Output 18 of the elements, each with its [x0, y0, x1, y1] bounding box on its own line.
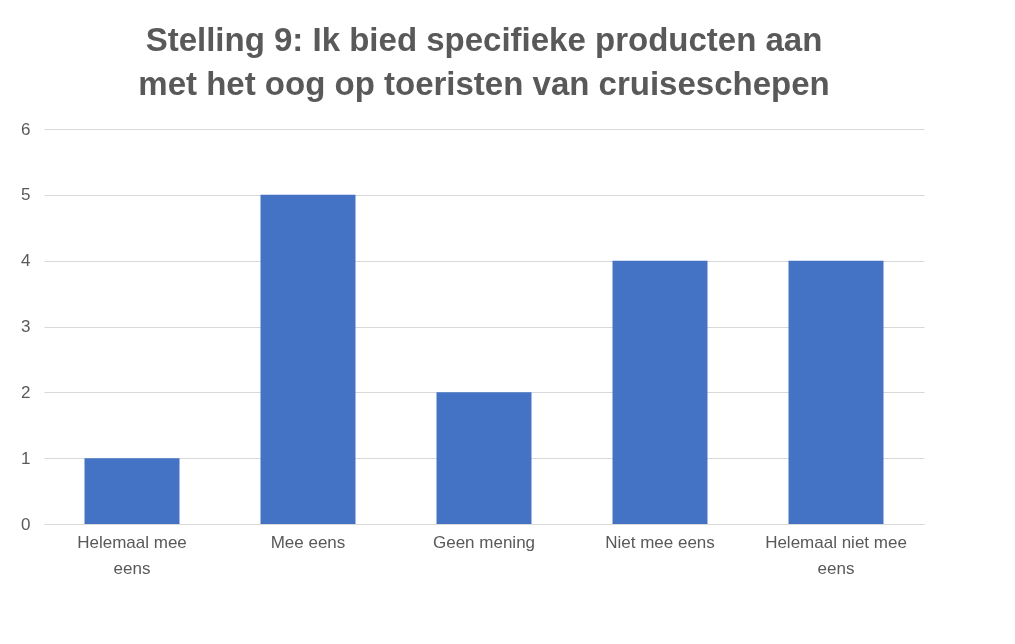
bar	[84, 458, 180, 524]
chart-title: Stelling 9: Ik bied specifieke producten aan met het oog op toeristen van cruiseschepen	[138, 21, 830, 102]
bar	[260, 194, 356, 524]
y-tick-label: 4	[21, 251, 31, 271]
x-tick-label: Niet mee eens	[605, 532, 715, 552]
y-tick-label: 3	[21, 317, 31, 336]
x-tick-label: Geen mening	[432, 532, 536, 552]
x-tick-label: Helemaal mee eens	[77, 532, 187, 578]
bar	[436, 392, 532, 524]
x-tick-label: Mee eens	[270, 532, 346, 552]
bar	[788, 260, 884, 524]
y-tick-label: 5	[21, 185, 31, 205]
y-tick-label: 2	[21, 382, 31, 402]
y-tick-label: 0	[21, 514, 31, 534]
y-tick-label: 6	[21, 119, 31, 139]
bar	[612, 260, 708, 524]
x-tick-label: Helemaal niet mee eens	[765, 532, 907, 578]
y-tick-label: 1	[21, 448, 31, 468]
